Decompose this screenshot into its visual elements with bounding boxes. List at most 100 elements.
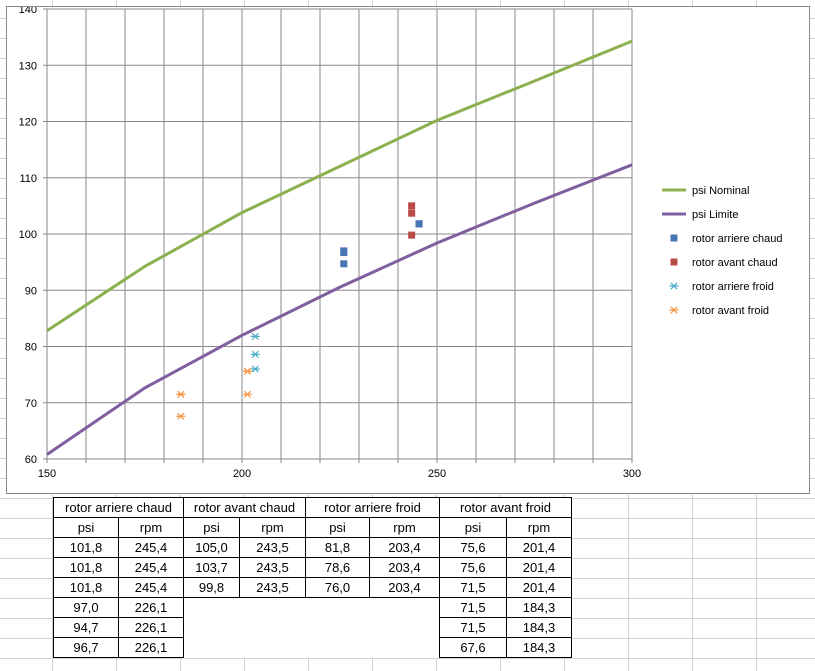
y-tick-label: 90 xyxy=(25,285,37,297)
table-empty-cell xyxy=(306,598,370,618)
scatter-chart: 60 70 80 90 100 110 120 130 140 150 200 250 300 psi N… xyxy=(19,7,783,480)
table-cell: 203,4 xyxy=(369,557,440,578)
point-rotor-arriere-froid xyxy=(250,332,260,340)
y-tick-label: 80 xyxy=(25,342,37,354)
table-cell: 76,0 xyxy=(305,577,370,598)
chart-area[interactable]: 60 70 80 90 100 110 120 130 140 150 200 250 300 psi N… xyxy=(6,6,810,494)
table-cell: 203,4 xyxy=(369,537,440,558)
legend-label-rotor-arriere-froid: rotor arriere froid xyxy=(692,281,774,293)
table-group-header: rotor arriere chaud xyxy=(53,497,184,518)
table-column-header: rpm xyxy=(369,517,440,538)
table-cell: 245,4 xyxy=(118,537,184,558)
table-row: 101,8 245,4 99,8 243,5 76,0 203,4 71,5 201,4 xyxy=(53,577,572,598)
table-row: 101,8 245,4 103,7 243,5 78,6 203,4 75,6 201,4 xyxy=(53,557,572,578)
table-cell: 101,8 xyxy=(53,577,119,598)
point-rotor-avant-froid xyxy=(242,367,252,375)
table-cell: 94,7 xyxy=(53,617,119,638)
legend-label-psi-nominal: psi Nominal xyxy=(692,185,749,197)
table-group-header: rotor avant chaud xyxy=(183,497,306,518)
table-cell: 226,1 xyxy=(118,597,184,618)
table-column-header: psi xyxy=(439,517,507,538)
table-column-header: psi xyxy=(305,517,370,538)
table-column-header: rpm xyxy=(506,517,572,538)
table-row: 97,0 226,1 71,5 184,3 xyxy=(53,597,572,618)
legend-swatch-rotor-arriere-chaud xyxy=(670,234,678,242)
table-cell: 103,7 xyxy=(183,557,240,578)
series-line-psi-limite xyxy=(46,163,633,456)
legend-label-rotor-arriere-chaud: rotor arriere chaud xyxy=(692,233,783,245)
table-empty-cell xyxy=(370,638,440,658)
data-table: rotor arriere chaud rotor avant chaud roto… xyxy=(53,497,572,658)
legend-swatch-rotor-avant-chaud xyxy=(670,258,678,266)
table-empty-cell xyxy=(306,638,370,658)
table-row: 96,7 226,1 67,6 184,3 xyxy=(53,637,572,658)
table-cell: 226,1 xyxy=(118,617,184,638)
y-tick-label: 140 xyxy=(19,7,37,16)
table-empty-cell xyxy=(240,638,306,658)
table-empty-cell xyxy=(240,618,306,638)
table-group-header-row: rotor arriere chaud rotor avant chaud roto… xyxy=(53,497,572,518)
table-empty-cell xyxy=(240,598,306,618)
point-rotor-avant-froid xyxy=(242,390,252,398)
table-cell: 105,0 xyxy=(183,537,240,558)
legend-swatch-rotor-avant-froid xyxy=(669,306,679,314)
x-tick-label: 150 xyxy=(38,468,56,480)
table-column-header: psi xyxy=(53,517,119,538)
point-rotor-avant-chaud xyxy=(408,209,416,217)
y-tick-label: 110 xyxy=(19,173,37,185)
table-column-header: rpm xyxy=(239,517,306,538)
y-tick-label: 100 xyxy=(19,229,37,241)
table-row: 101,8 245,4 105,0 243,5 81,8 203,4 75,6 201,4 xyxy=(53,537,572,558)
table-cell: 71,5 xyxy=(439,577,507,598)
y-tick-label: 130 xyxy=(19,60,37,72)
legend-label-rotor-avant-froid: rotor avant froid xyxy=(692,305,769,317)
table-cell: 201,4 xyxy=(506,577,572,598)
point-rotor-arriere-chaud xyxy=(340,249,348,257)
table-cell: 81,8 xyxy=(305,537,370,558)
table-cell: 101,8 xyxy=(53,537,119,558)
legend-label-psi-limite: psi Limite xyxy=(692,209,738,221)
point-rotor-arriere-chaud xyxy=(415,220,423,228)
table-cell: 184,3 xyxy=(506,637,572,658)
table-cell: 203,4 xyxy=(369,577,440,598)
point-rotor-arriere-froid xyxy=(250,365,260,373)
table-cell: 245,4 xyxy=(118,577,184,598)
table-row: 94,7 226,1 71,5 184,3 xyxy=(53,617,572,638)
legend-label-rotor-avant-chaud: rotor avant chaud xyxy=(692,257,778,269)
table-cell: 99,8 xyxy=(183,577,240,598)
point-rotor-avant-chaud xyxy=(408,231,416,239)
table-cell: 75,6 xyxy=(439,557,507,578)
x-tick-label: 300 xyxy=(623,468,641,480)
table-cell: 245,4 xyxy=(118,557,184,578)
table-column-header: psi xyxy=(183,517,240,538)
table-cell: 184,3 xyxy=(506,617,572,638)
x-tick-label: 200 xyxy=(233,468,251,480)
table-cell: 201,4 xyxy=(506,537,572,558)
point-rotor-arriere-froid xyxy=(250,350,260,358)
point-rotor-arriere-chaud xyxy=(340,260,348,268)
table-cell: 243,5 xyxy=(239,577,306,598)
table-cell: 78,6 xyxy=(305,557,370,578)
table-cell: 97,0 xyxy=(53,597,119,618)
table-column-header: rpm xyxy=(118,517,184,538)
table-empty-cell xyxy=(184,638,240,658)
table-empty-cell xyxy=(370,618,440,638)
table-empty-cell xyxy=(184,618,240,638)
table-cell: 96,7 xyxy=(53,637,119,658)
table-empty-cell xyxy=(306,618,370,638)
x-tick-label: 250 xyxy=(428,468,446,480)
table-group-header: rotor arriere froid xyxy=(305,497,440,518)
table-empty-cell xyxy=(370,598,440,618)
y-tick-label: 120 xyxy=(19,117,37,129)
table-cell: 67,6 xyxy=(439,637,507,658)
point-rotor-avant-chaud xyxy=(408,202,416,210)
table-subheader-row: psi rpm psi rpm psi rpm psi rpm xyxy=(53,517,572,538)
y-tick-label: 60 xyxy=(25,454,37,466)
table-cell: 243,5 xyxy=(239,537,306,558)
legend-swatch-rotor-arriere-froid xyxy=(669,282,679,290)
table-cell: 184,3 xyxy=(506,597,572,618)
y-tick-label: 70 xyxy=(25,398,37,410)
table-cell: 243,5 xyxy=(239,557,306,578)
table-cell: 101,8 xyxy=(53,557,119,578)
table-cell: 75,6 xyxy=(439,537,507,558)
